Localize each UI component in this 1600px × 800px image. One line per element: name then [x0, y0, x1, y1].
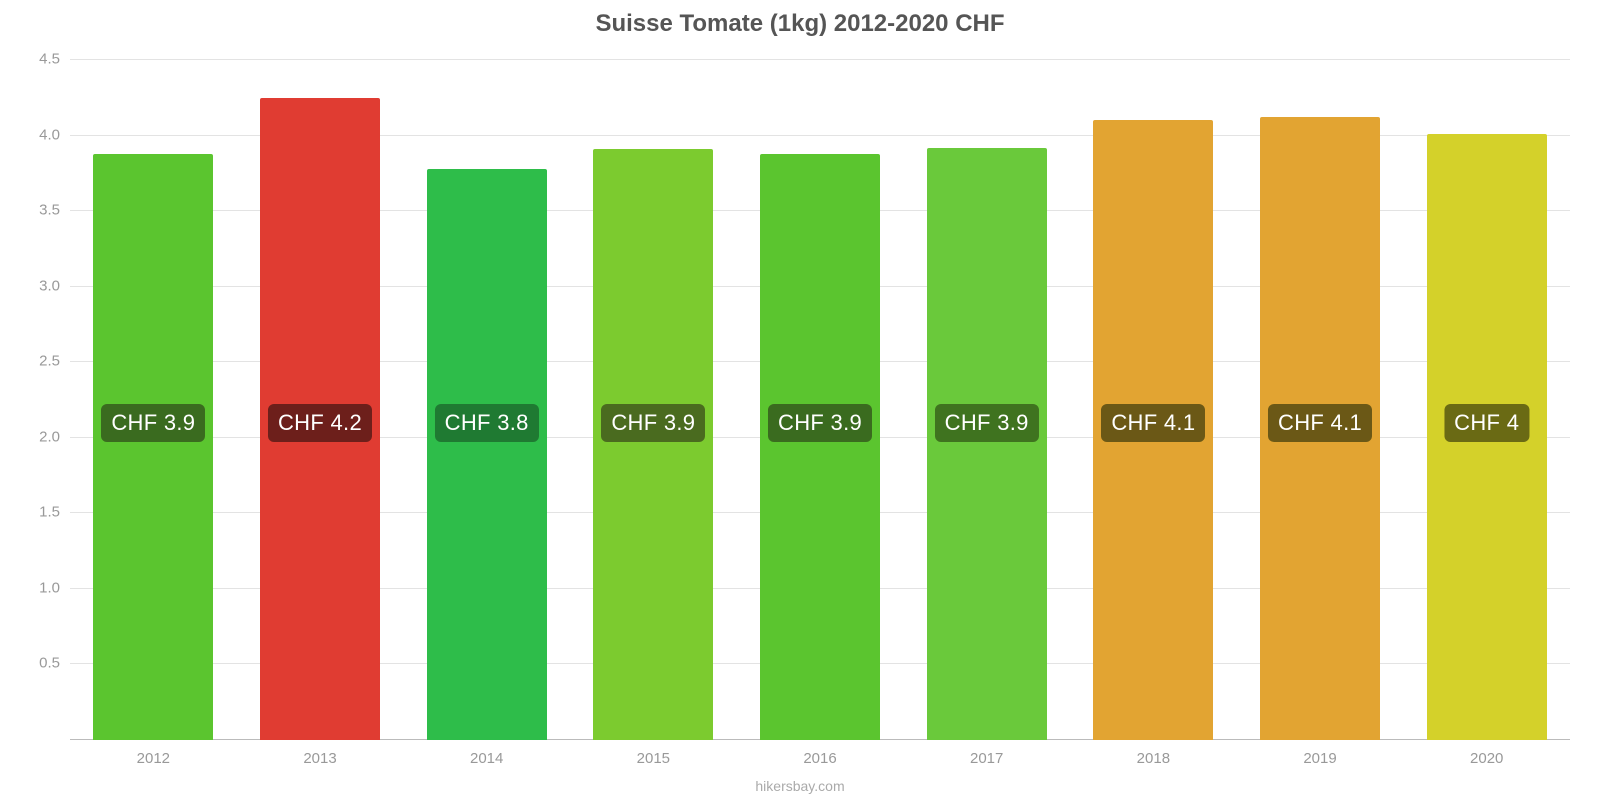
value-badge: CHF 3.9	[601, 404, 705, 442]
x-axis-tick-label: 2013	[237, 740, 404, 767]
bar: CHF 4.2	[260, 98, 380, 740]
y-axis-tick-label: 3.0	[39, 277, 70, 294]
chart-title: Suisse Tomate (1kg) 2012-2020 CHF	[0, 10, 1600, 38]
value-badge: CHF 4.1	[1268, 404, 1372, 442]
x-axis-tick-label: 2018	[1070, 740, 1237, 767]
y-axis-tick-label: 4.0	[39, 126, 70, 143]
bar: CHF 3.9	[593, 149, 713, 740]
bar-slot: CHF 3.92017	[903, 60, 1070, 740]
value-badge: CHF 3.9	[935, 404, 1039, 442]
x-axis-tick-label: 2012	[70, 740, 237, 767]
bar: CHF 4.1	[1093, 120, 1213, 740]
x-axis-tick-label: 2019	[1237, 740, 1404, 767]
bar-slot: CHF 3.92015	[570, 60, 737, 740]
attribution-text: hikersbay.com	[0, 778, 1600, 794]
bar: CHF 3.8	[427, 169, 547, 740]
y-axis-tick-label: 3.5	[39, 202, 70, 219]
x-axis-tick-label: 2014	[403, 740, 570, 767]
x-axis-tick-label: 2017	[903, 740, 1070, 767]
value-badge: CHF 4.2	[268, 404, 372, 442]
value-badge: CHF 4.1	[1101, 404, 1205, 442]
plot-area: 00.51.01.52.02.53.03.54.04.5 CHF 3.92012…	[70, 60, 1570, 740]
bar: CHF 4.1	[1260, 117, 1380, 740]
value-badge: CHF 3.9	[101, 404, 205, 442]
bar: CHF 3.9	[93, 154, 213, 740]
bar-slot: CHF 42020	[1403, 60, 1570, 740]
y-axis-tick-label: 2.5	[39, 353, 70, 370]
value-badge: CHF 3.8	[435, 404, 539, 442]
x-axis-tick-label: 2016	[737, 740, 904, 767]
y-axis-tick-label: 0.5	[39, 655, 70, 672]
bars-group: CHF 3.92012CHF 4.22013CHF 3.82014CHF 3.9…	[70, 60, 1570, 740]
value-badge: CHF 4	[1444, 404, 1529, 442]
y-axis-tick-label: 1.0	[39, 579, 70, 596]
bar-slot: CHF 3.82014	[403, 60, 570, 740]
y-axis-tick-label: 1.5	[39, 504, 70, 521]
y-axis-tick-label: 4.5	[39, 51, 70, 68]
bar: CHF 3.9	[927, 148, 1047, 740]
x-axis-tick-label: 2020	[1403, 740, 1570, 767]
bar: CHF 3.9	[760, 154, 880, 740]
bar-slot: CHF 4.12018	[1070, 60, 1237, 740]
bar-slot: CHF 4.12019	[1237, 60, 1404, 740]
chart-container: Suisse Tomate (1kg) 2012-2020 CHF 00.51.…	[0, 0, 1600, 800]
value-badge: CHF 3.9	[768, 404, 872, 442]
x-axis-tick-label: 2015	[570, 740, 737, 767]
bar: CHF 4	[1427, 134, 1547, 740]
bar-slot: CHF 3.92016	[737, 60, 904, 740]
bar-slot: CHF 4.22013	[237, 60, 404, 740]
y-axis-tick-label: 2.0	[39, 428, 70, 445]
bar-slot: CHF 3.92012	[70, 60, 237, 740]
